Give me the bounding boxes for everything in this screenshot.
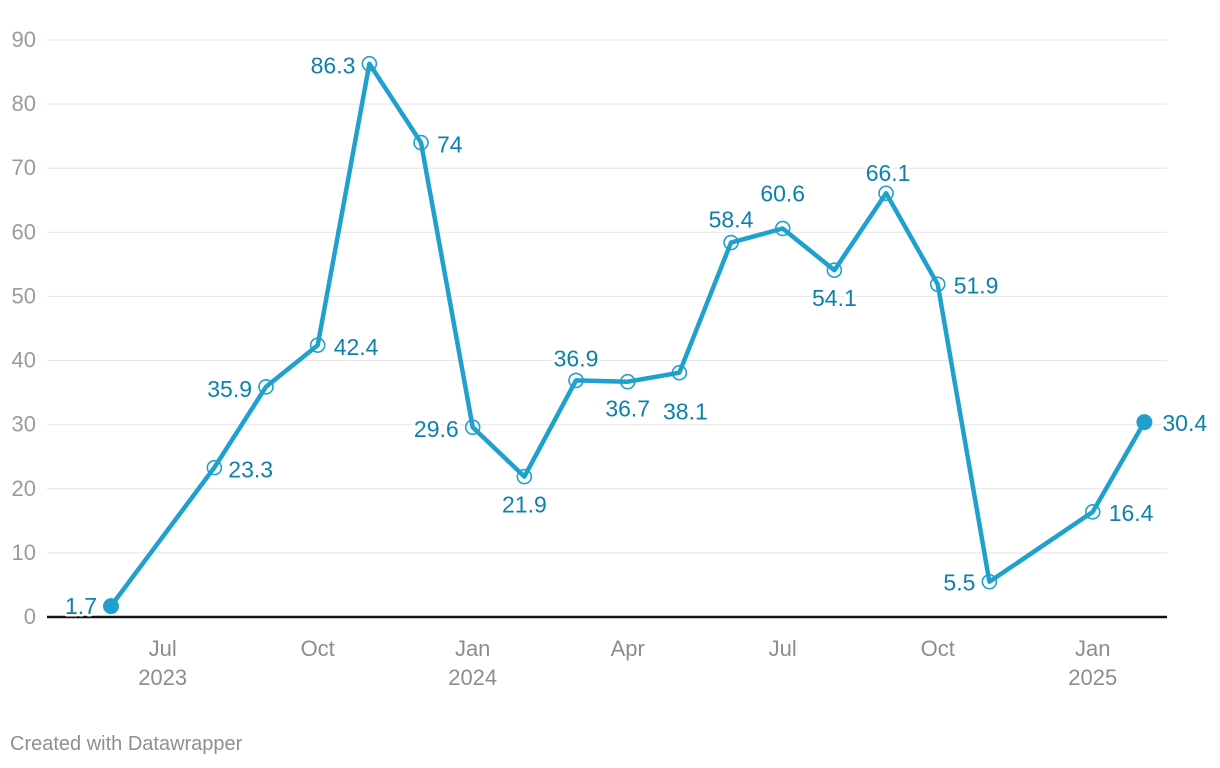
value-label: 1.7 — [65, 593, 97, 619]
data-point-marker — [413, 134, 429, 151]
data-point-marker — [723, 234, 739, 251]
data-point-marker — [1084, 504, 1101, 520]
series-line — [108, 61, 1147, 609]
value-label: 36.9 — [554, 345, 599, 371]
x-tick-month-label: Jul — [149, 636, 177, 661]
x-tick-month-label: Apr — [611, 636, 645, 661]
x-tick-month-label: Jan — [1075, 636, 1110, 661]
data-point-marker — [619, 373, 636, 390]
y-tick-label: 0 — [24, 604, 36, 629]
value-label: 60.6 — [760, 181, 805, 207]
data-point-marker — [878, 185, 894, 202]
line-chart: 0 10 20 30 40 50 60 70 80 90 Jul 2023 Oct Jan 2024 Apr J… — [11, 27, 1208, 690]
data-point-marker — [516, 468, 533, 485]
y-tick-label: 40 — [12, 348, 36, 373]
x-tick-year-label: 2024 — [448, 665, 497, 690]
value-label: 36.7 — [605, 396, 650, 422]
value-label: 86.3 — [311, 53, 356, 79]
y-tick-label: 10 — [12, 540, 36, 565]
y-tick-label: 60 — [12, 219, 36, 244]
value-label: 29.6 — [414, 416, 459, 442]
value-label: 38.1 — [663, 399, 708, 425]
value-label: 35.9 — [207, 376, 252, 402]
data-point-marker — [929, 276, 946, 293]
value-label: 58.4 — [709, 207, 754, 233]
data-point-marker — [826, 262, 843, 278]
datawrapper-credit-link[interactable]: Created with Datawrapper — [10, 733, 243, 755]
x-tick-month-label: Oct — [301, 636, 335, 661]
y-tick-label: 80 — [12, 91, 36, 116]
data-point-marker — [774, 220, 791, 237]
value-label: 16.4 — [1109, 500, 1154, 526]
data-point-marker-filled — [1136, 414, 1153, 431]
x-tick-month-label: Jan — [455, 636, 490, 661]
data-point-marker — [361, 55, 378, 72]
value-label: 23.3 — [228, 457, 273, 483]
x-tick-month-label: Oct — [921, 636, 955, 661]
y-tick-label: 70 — [12, 155, 36, 180]
data-point-marker — [671, 364, 688, 381]
data-point-marker — [309, 337, 326, 353]
y-tick-label: 50 — [12, 283, 36, 308]
data-point-marker — [258, 379, 274, 395]
y-tick-label: 20 — [12, 476, 36, 501]
x-tick-year-label: 2025 — [1068, 665, 1117, 690]
value-label: 5.5 — [943, 570, 975, 596]
value-label: 30.4 — [1162, 410, 1207, 436]
value-label: 21.9 — [502, 492, 547, 518]
data-point-marker — [206, 459, 223, 476]
value-label: 54.1 — [812, 285, 857, 311]
data-point-marker-filled — [103, 598, 119, 615]
value-label: 74 — [437, 132, 463, 158]
data-point-marker — [464, 419, 481, 436]
y-tick-label: 30 — [12, 412, 36, 437]
value-label: 42.4 — [334, 334, 379, 360]
data-point-marker — [568, 372, 584, 389]
y-tick-label: 90 — [12, 27, 36, 52]
x-tick-month-label: Jul — [769, 636, 797, 661]
value-label: 51.9 — [954, 272, 999, 298]
x-tick-year-label: 2023 — [138, 665, 187, 690]
data-point-marker — [981, 573, 998, 590]
value-label: 66.1 — [866, 160, 911, 186]
